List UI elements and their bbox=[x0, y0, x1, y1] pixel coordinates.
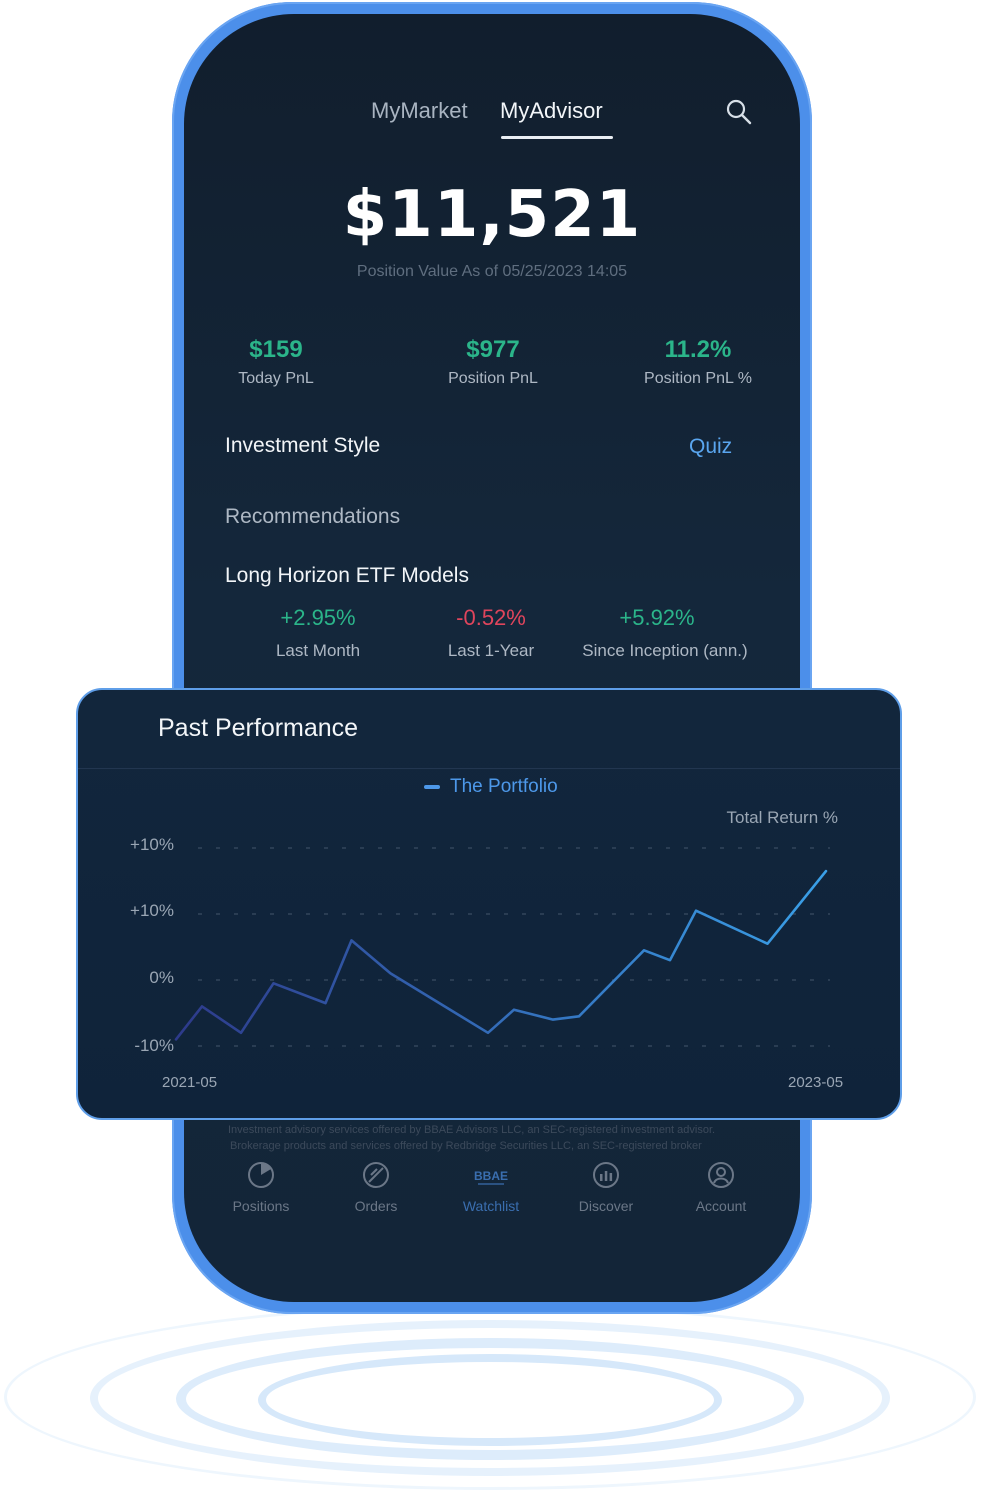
investment-style-title: Investment Style bbox=[225, 434, 381, 457]
x-tick-label: 2021-05 bbox=[162, 1074, 218, 1091]
position-value-caption: Position Value As of 05/25/2023 14:05 bbox=[356, 263, 628, 280]
last-month-return: +2.95% bbox=[280, 605, 356, 630]
legend-label: The Portfolio bbox=[450, 776, 558, 797]
ripple-ring bbox=[90, 1320, 890, 1476]
disclaimer-line-2: Brokerage products and services offered … bbox=[230, 1140, 702, 1152]
tabbar-watchlist-label: Watchlist bbox=[462, 1198, 520, 1214]
tabbar-positions-label: Positions bbox=[232, 1198, 290, 1214]
recommendations-title: Recommendations bbox=[225, 505, 401, 528]
tab-mymarket[interactable]: MyMarket bbox=[371, 98, 468, 123]
active-tab-indicator bbox=[501, 136, 613, 139]
discover-icon bbox=[593, 1162, 619, 1188]
tabbar-account-label: Account bbox=[695, 1198, 747, 1214]
position-value: $11,521 bbox=[342, 178, 642, 252]
position-pnl-percent-label: Position PnL % bbox=[644, 370, 752, 387]
orders-icon bbox=[363, 1162, 389, 1188]
today-pnl-value: $159 bbox=[249, 336, 303, 363]
bbae-logo-icon: BBAE bbox=[474, 1169, 508, 1185]
ripple-ring bbox=[176, 1338, 804, 1460]
search-icon[interactable] bbox=[725, 98, 753, 126]
y-tick-label: 0% bbox=[149, 968, 174, 987]
tab-myadvisor[interactable]: MyAdvisor bbox=[500, 98, 603, 123]
quiz-link[interactable]: Quiz bbox=[689, 435, 733, 458]
tabbar-account[interactable]: Account bbox=[671, 1160, 771, 1214]
y-axis-label: Total Return % bbox=[726, 808, 839, 827]
tabbar-orders[interactable]: Orders bbox=[326, 1160, 426, 1214]
tabbar-watchlist[interactable]: BBAE Watchlist bbox=[441, 1160, 541, 1214]
card-divider bbox=[78, 768, 900, 769]
ripple-ring-inner bbox=[258, 1354, 722, 1446]
tabbar-orders-label: Orders bbox=[354, 1198, 398, 1214]
card-title: Past Performance bbox=[158, 714, 359, 742]
pie-chart-icon bbox=[248, 1162, 274, 1188]
user-icon bbox=[708, 1162, 734, 1188]
last-year-return: -0.52% bbox=[456, 605, 526, 630]
model-title[interactable]: Long Horizon ETF Models bbox=[225, 564, 469, 587]
performance-chart bbox=[174, 847, 830, 1047]
past-performance-card: Past Performance The Portfolio Total Ret… bbox=[76, 688, 902, 1120]
chart-legend[interactable]: The Portfolio bbox=[424, 776, 558, 798]
legend-swatch bbox=[424, 784, 440, 789]
y-tick-label: +10% bbox=[130, 835, 174, 854]
position-pnl-value: $977 bbox=[466, 336, 520, 363]
y-tick-label: +10% bbox=[130, 901, 174, 920]
x-tick-label: 2023-05 bbox=[788, 1074, 844, 1091]
bbae-logo-text: BBAE bbox=[474, 1169, 508, 1183]
tabbar-positions[interactable]: Positions bbox=[211, 1160, 311, 1214]
last-month-label: Last Month bbox=[275, 641, 361, 660]
series-line-the-portfolio bbox=[174, 869, 828, 1041]
last-year-label: Last 1-Year bbox=[447, 641, 535, 660]
y-tick-label: -10% bbox=[134, 1036, 174, 1055]
tabbar-discover-label: Discover bbox=[578, 1198, 634, 1214]
position-pnl-percent-value: 11.2% bbox=[664, 336, 732, 363]
today-pnl-label: Today PnL bbox=[238, 370, 314, 387]
disclaimer-line-1: Investment advisory services offered by … bbox=[228, 1124, 716, 1136]
tabbar-discover[interactable]: Discover bbox=[556, 1160, 656, 1214]
position-pnl-label: Position PnL bbox=[448, 370, 538, 387]
since-inception-return: +5.92% bbox=[619, 605, 695, 630]
since-inception-label: Since Inception (ann.) bbox=[582, 641, 748, 660]
